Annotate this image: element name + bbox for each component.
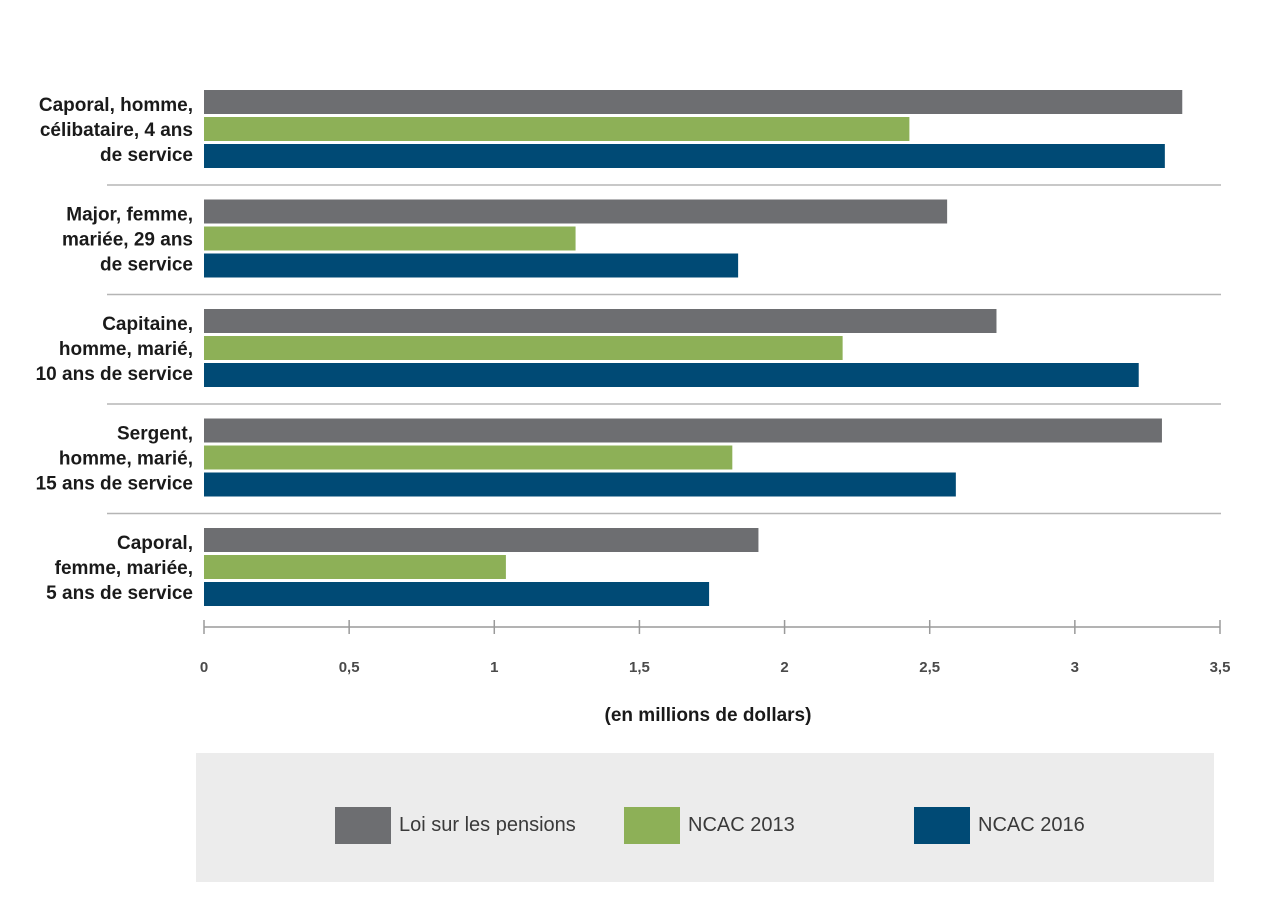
bar-loi-sur-les-pensions-3 [204,309,997,333]
category-label-2-line-1: Major, femme, [66,205,193,226]
bar-ncac-2016-5 [204,582,710,606]
x-tick-label-7: 3 [1071,659,1079,676]
bar-ncac-2013-5 [204,555,506,579]
bar-ncac-2013-3 [204,336,843,360]
category-label-5-line-2: femme, mariée, [55,558,193,579]
x-tick-label-1: 0 [200,659,208,676]
bar-ncac-2016-4 [204,472,956,497]
category-label-1-line-1: Caporal, homme, [39,95,193,116]
legend-item-ncac-2013: NCAC 2013 [624,807,795,844]
category-label-3-line-3: 10 ans de service [36,364,193,385]
bar-loi-sur-les-pensions-1 [204,90,1183,114]
x-tick-label-6: 2,5 [919,659,940,676]
legend-swatch-loi-sur-les-pensions [335,807,391,844]
bar-loi-sur-les-pensions-4 [204,418,1162,443]
legend-item-ncac-2016: NCAC 2016 [914,807,1085,844]
x-tick-label-2: 0,5 [339,659,360,676]
category-label-5-line-3: 5 ans de service [46,583,193,604]
category-label-3-line-1: Capitaine, [102,314,193,335]
category-label-4-line-1: Sergent, [117,424,193,445]
x-tick-label-3: 1 [490,659,498,676]
bar-ncac-2016-3 [204,363,1139,387]
x-axis-label: (en millions de dollars) [605,705,812,726]
legend-swatch-ncac-2016 [914,807,970,844]
legend-item-loi-sur-les-pensions: Loi sur les pensions [335,807,576,844]
legend-label-loi-sur-les-pensions: Loi sur les pensions [399,814,576,836]
category-label-2-line-3: de service [100,255,193,276]
category-label-4-line-2: homme, marié, [59,449,193,470]
x-tick-label-8: 3,5 [1210,659,1231,676]
x-tick-label-4: 1,5 [629,659,650,676]
x-tick-label-5: 2 [780,659,788,676]
category-label-1-line-3: de service [100,145,193,166]
category-label-3-line-2: homme, marié, [59,339,193,360]
legend-swatch-ncac-2013 [624,807,680,844]
bar-loi-sur-les-pensions-2 [204,199,948,224]
bar-loi-sur-les-pensions-5 [204,528,759,552]
bar-ncac-2016-2 [204,253,739,278]
legend: Loi sur les pensions NCAC 2013 NCAC 2016 [196,753,1214,882]
legend-label-ncac-2016: NCAC 2016 [978,814,1085,836]
bar-ncac-2016-1 [204,144,1165,168]
category-label-1-line-2: célibataire, 4 ans [40,120,193,141]
bar-ncac-2013-2 [204,226,576,251]
category-label-4-line-3: 15 ans de service [36,474,193,495]
legend-label-ncac-2013: NCAC 2013 [688,814,795,836]
bar-ncac-2013-4 [204,445,733,470]
bar-ncac-2013-1 [204,117,910,141]
category-label-2-line-2: mariée, 29 ans [62,230,193,251]
category-label-5-line-1: Caporal, [117,533,193,554]
